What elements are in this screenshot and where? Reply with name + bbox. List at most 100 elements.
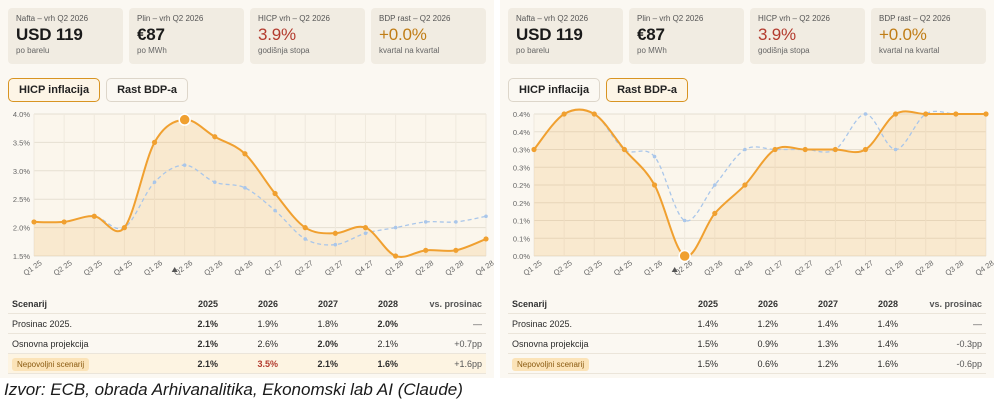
tab-gdp[interactable]: Rast BDP-a	[106, 78, 189, 102]
data-point-solid	[742, 182, 748, 188]
cell-value: 1.6%	[377, 358, 398, 369]
cell-value: 1.6%	[877, 358, 898, 369]
data-point-solid	[31, 219, 37, 225]
cell-delta: —	[473, 318, 482, 329]
data-point-solid	[483, 236, 489, 242]
cell-scenario: Osnovna projekcija	[12, 338, 89, 349]
cell-scenario: Nepovoljni scenarij	[508, 357, 658, 371]
y-tick-label: 2.5%	[13, 195, 30, 204]
data-point-dashed	[182, 163, 187, 167]
cell-delta: +1.6pp	[454, 358, 482, 369]
col-scenario: Scenarij	[12, 298, 48, 309]
kpi-cards: Nafta – vrh Q2 2026 USD 119 po barelu Pl…	[508, 8, 986, 64]
col-year: 2028	[877, 298, 898, 309]
data-point-highlight	[678, 249, 691, 263]
data-point-solid	[832, 146, 838, 153]
data-point-solid	[983, 111, 989, 117]
cell-scenario: Osnovna projekcija	[512, 338, 589, 349]
y-tick-label: 0.1%	[513, 234, 530, 243]
x-tick-label: Q4 25	[112, 258, 134, 277]
cell-delta: -0.3pp	[956, 338, 982, 349]
kpi-sub: kvartal na kvartal	[879, 46, 940, 55]
data-point-dashed	[652, 154, 657, 159]
kpi-value: USD 119	[516, 25, 583, 44]
series-line-solid	[33, 118, 487, 258]
x-tick-label: Q4 27	[353, 258, 375, 277]
cell-value: 1.4%	[817, 318, 838, 329]
data-point-solid	[712, 210, 718, 216]
data-point-dashed	[682, 218, 687, 223]
data-point-dashed	[152, 180, 157, 184]
highlight-marker	[171, 267, 178, 272]
col-year: 2026	[257, 298, 278, 309]
col-year: 2028	[377, 298, 398, 309]
table-row: Prosinac 2025. 1.4% 1.2% 1.4% 1.4% —	[508, 314, 986, 334]
x-tick-label: Q4 26	[233, 258, 255, 277]
tab-hicp[interactable]: HICP inflacija	[508, 78, 601, 102]
data-point-solid	[212, 134, 218, 140]
x-tick-label: Q3 25	[82, 258, 104, 277]
x-tick-label: Q2 26	[172, 258, 194, 277]
col-year: 2027	[817, 298, 838, 309]
x-tick-label: Q2 27	[293, 258, 315, 277]
x-tick-label: Q3 27	[323, 258, 345, 277]
data-point-highlight	[178, 113, 191, 126]
data-point-solid	[862, 146, 869, 153]
kpi-value: 3.9%	[758, 25, 796, 44]
tab-hicp[interactable]: HICP inflacija	[8, 78, 101, 102]
cell-value: 2.6%	[257, 338, 278, 349]
data-point-dashed	[484, 214, 488, 219]
y-tick-label: 0.3%	[513, 163, 530, 172]
data-point-dashed	[713, 183, 717, 187]
data-point-solid	[332, 230, 338, 236]
x-tick-label: Q1 28	[383, 258, 405, 277]
col-year: 2026	[757, 298, 778, 309]
hicp-chart-svg: 1.5% 2.0% 2.5% 3.0% 3.5% 4.0% Q1 25 Q2 25 Q3 25 Q…	[13, 110, 494, 277]
data-point-solid	[121, 225, 127, 231]
table-row: Nepovoljni scenarij 2.1% 3.5% 2.1% 1.6% …	[8, 354, 486, 374]
cell-value: 0.6%	[757, 358, 778, 369]
x-tick-label: Q1 28	[883, 258, 905, 277]
data-point-solid	[591, 111, 597, 117]
data-point-solid	[923, 111, 929, 117]
kpi-sub: po barelu	[16, 46, 50, 55]
y-tick-label: 0.1%	[513, 217, 530, 226]
kpi-sub: po MWh	[637, 46, 667, 55]
col-year: 2025	[697, 298, 718, 309]
cell-value: 3.5%	[257, 358, 278, 369]
cell-value: 2.0%	[377, 318, 398, 329]
kpi-label: HICP vrh – Q2 2026	[758, 14, 830, 23]
kpi-label: Plin – vrh Q2 2026	[637, 14, 704, 23]
x-tick-label: Q3 26	[702, 258, 724, 277]
scenario-tag: Nepovoljni scenarij	[512, 357, 590, 371]
data-point-solid	[802, 146, 808, 153]
x-tick-label: Q3 28	[443, 258, 465, 277]
x-tick-label: Q2 25	[552, 258, 574, 277]
gdp-chart-svg: 0.0% 0.1% 0.1% 0.2% 0.2% 0.3% 0.3% 0.4% 0.4% Q1 2…	[513, 108, 994, 277]
hicp-chart: 1.5% 2.0% 2.5% 3.0% 3.5% 4.0% Q1 25 Q2 25 Q3 25 Q…	[0, 104, 494, 286]
panel-gdp: Nafta – vrh Q2 2026 USD 119 po barelu Pl…	[500, 0, 994, 378]
cell-value: 1.4%	[877, 338, 898, 349]
cell-value: 1.5%	[697, 338, 718, 349]
kpi-sub: po barelu	[516, 46, 550, 55]
data-point-solid	[91, 213, 97, 219]
data-point-dashed	[893, 147, 898, 152]
x-tick-label: Q3 26	[202, 258, 224, 277]
table-row: Prosinac 2025. 2.1% 1.9% 1.8% 2.0% —	[8, 314, 486, 334]
data-point-dashed	[743, 147, 747, 152]
kpi-card-oil: Nafta – vrh Q2 2026 USD 119 po barelu	[8, 8, 123, 64]
x-tick-label: Q2 25	[52, 258, 74, 277]
kpi-sub: godišnja stopa	[258, 46, 310, 55]
series-line-dashed	[33, 164, 487, 246]
y-tick-label: 2.0%	[13, 224, 30, 233]
gdp-chart: 0.0% 0.1% 0.1% 0.2% 0.2% 0.3% 0.3% 0.4% 0.4% Q1 2…	[500, 104, 994, 286]
scenario-table: Scenarij 2025 2026 2027 2028 vs. prosina…	[508, 294, 986, 374]
source-note: Izvor: ECB, obrada Arhivanalitika, Ekono…	[4, 380, 463, 399]
cell-delta: —	[973, 318, 982, 329]
x-tick-label: Q1 25	[522, 258, 544, 277]
tab-gdp[interactable]: Rast BDP-a	[606, 78, 689, 102]
data-point-solid	[362, 225, 369, 231]
table-row: Osnovna projekcija 1.5% 0.9% 1.3% 1.4% -…	[508, 334, 986, 354]
cell-delta: +0.7pp	[454, 338, 482, 349]
cell-value: 2.1%	[377, 338, 398, 349]
